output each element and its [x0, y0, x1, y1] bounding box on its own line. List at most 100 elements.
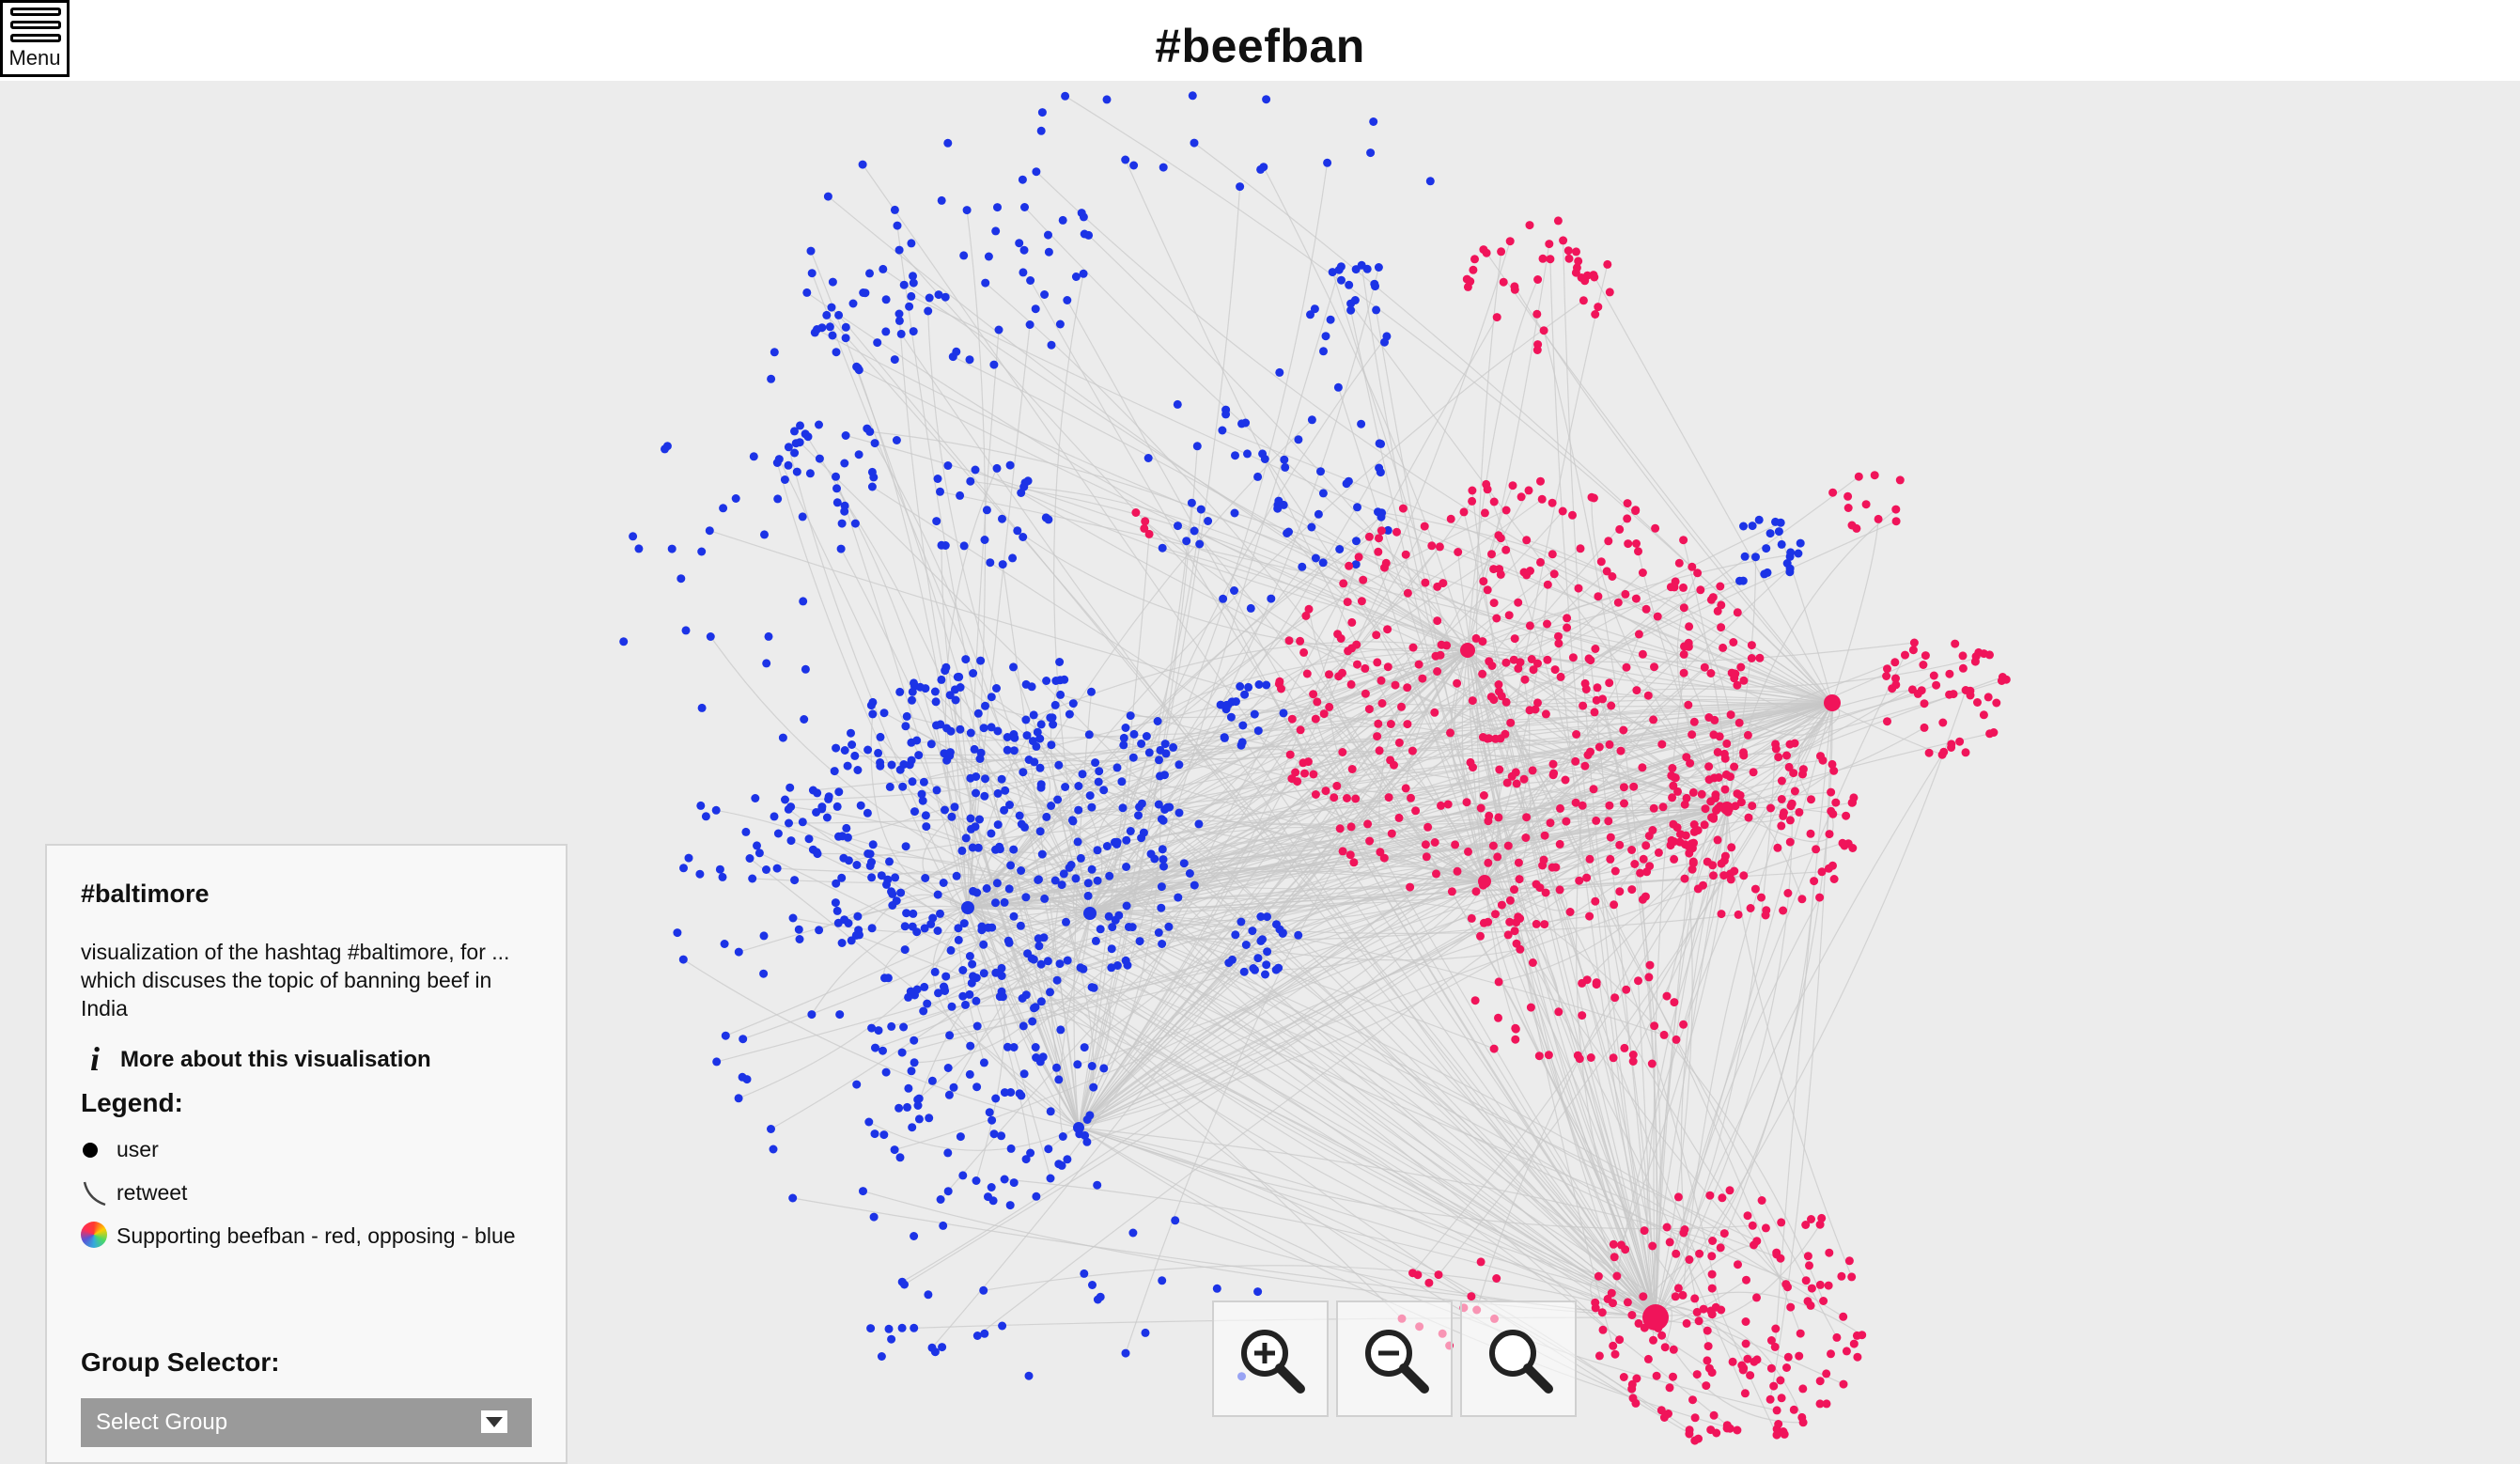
user-node[interactable]: [1054, 1075, 1064, 1084]
user-node[interactable]: [1576, 544, 1585, 553]
user-node[interactable]: [1287, 714, 1297, 724]
user-node[interactable]: [1489, 1044, 1499, 1053]
user-node[interactable]: [1842, 1347, 1851, 1356]
user-node[interactable]: [969, 669, 978, 677]
user-node[interactable]: [1645, 960, 1655, 970]
user-node[interactable]: [1392, 527, 1401, 537]
user-node[interactable]: [1294, 435, 1303, 444]
user-node[interactable]: [1112, 839, 1122, 849]
user-node[interactable]: [930, 687, 940, 696]
user-node[interactable]: [1586, 1053, 1595, 1062]
user-node[interactable]: [980, 536, 989, 544]
user-node[interactable]: [1374, 547, 1383, 556]
user-node[interactable]: [923, 999, 932, 1008]
user-node[interactable]: [934, 290, 943, 300]
user-node[interactable]: [1171, 1216, 1180, 1225]
user-node[interactable]: [786, 783, 795, 792]
user-node[interactable]: [1955, 737, 1965, 746]
user-node[interactable]: [1087, 802, 1097, 812]
user-node[interactable]: [1616, 746, 1626, 755]
user-node[interactable]: [956, 724, 965, 734]
user-node[interactable]: [1505, 237, 1515, 246]
user-node[interactable]: [1403, 588, 1412, 598]
user-node[interactable]: [1220, 733, 1229, 742]
user-node[interactable]: [1538, 861, 1548, 870]
user-node[interactable]: [807, 269, 817, 278]
user-node[interactable]: [749, 452, 758, 461]
user-node[interactable]: [927, 1343, 937, 1352]
user-node[interactable]: [976, 656, 986, 665]
user-node[interactable]: [1134, 811, 1143, 820]
user-node[interactable]: [1274, 963, 1283, 973]
user-node[interactable]: [873, 338, 882, 348]
user-node[interactable]: [1517, 492, 1526, 502]
user-node[interactable]: [1373, 658, 1382, 667]
user-node[interactable]: [1536, 476, 1545, 486]
user-node[interactable]: [1190, 526, 1199, 536]
user-node[interactable]: [1497, 692, 1506, 701]
user-node[interactable]: [1653, 612, 1662, 621]
user-node[interactable]: [972, 1082, 982, 1092]
user-node[interactable]: [842, 823, 851, 833]
user-node[interactable]: [1015, 239, 1024, 248]
user-node[interactable]: [962, 206, 972, 215]
user-node[interactable]: [1263, 912, 1271, 922]
user-node[interactable]: [804, 834, 814, 844]
user-node[interactable]: [864, 1117, 874, 1127]
user-node[interactable]: [1023, 949, 1033, 958]
user-node[interactable]: [908, 922, 917, 931]
user-node[interactable]: [1686, 758, 1695, 768]
user-node[interactable]: [1346, 679, 1356, 689]
user-node[interactable]: [1357, 260, 1366, 270]
user-node[interactable]: [1291, 768, 1300, 777]
user-node[interactable]: [1226, 712, 1236, 722]
user-node[interactable]: [954, 935, 963, 944]
user-node[interactable]: [696, 801, 706, 810]
user-node[interactable]: [1949, 690, 1958, 699]
user-node[interactable]: [1672, 1035, 1681, 1044]
user-node[interactable]: [832, 906, 842, 915]
user-node[interactable]: [991, 968, 1001, 977]
user-node[interactable]: [1693, 568, 1703, 578]
user-node[interactable]: [773, 494, 783, 504]
user-node[interactable]: [1719, 749, 1729, 758]
hub-user-node[interactable]: [1642, 1304, 1669, 1331]
user-node[interactable]: [868, 840, 878, 849]
user-node[interactable]: [1454, 548, 1463, 556]
user-node[interactable]: [1920, 723, 1929, 732]
user-node[interactable]: [1733, 608, 1742, 617]
user-node[interactable]: [877, 1352, 886, 1361]
user-node[interactable]: [1571, 798, 1580, 807]
user-node[interactable]: [1803, 1252, 1812, 1261]
user-node[interactable]: [900, 945, 910, 955]
user-node[interactable]: [1779, 1427, 1788, 1436]
user-node[interactable]: [1157, 815, 1166, 824]
user-node[interactable]: [1812, 845, 1821, 854]
user-node[interactable]: [958, 1171, 968, 1180]
user-node[interactable]: [1074, 782, 1083, 790]
user-node[interactable]: [1046, 988, 1054, 997]
user-node[interactable]: [1398, 504, 1408, 513]
user-node[interactable]: [1883, 664, 1891, 674]
user-node[interactable]: [1740, 552, 1750, 561]
user-node[interactable]: [1102, 842, 1112, 850]
user-node[interactable]: [876, 732, 885, 741]
user-node[interactable]: [852, 861, 862, 869]
user-node[interactable]: [1615, 1335, 1625, 1345]
user-node[interactable]: [1218, 426, 1227, 435]
user-node[interactable]: [1980, 649, 1988, 659]
user-node[interactable]: [739, 1035, 748, 1044]
user-node[interactable]: [1662, 1223, 1672, 1232]
user-node[interactable]: [1579, 701, 1588, 710]
user-node[interactable]: [1299, 647, 1309, 657]
user-node[interactable]: [1713, 804, 1722, 813]
user-node[interactable]: [1924, 748, 1934, 757]
user-node[interactable]: [1436, 650, 1445, 660]
user-node[interactable]: [1773, 843, 1782, 852]
user-node[interactable]: [1437, 640, 1446, 649]
user-node[interactable]: [1084, 730, 1094, 740]
user-node[interactable]: [1657, 1406, 1666, 1415]
user-node[interactable]: [1514, 598, 1523, 607]
user-node[interactable]: [1671, 1292, 1680, 1301]
user-node[interactable]: [1250, 709, 1259, 719]
